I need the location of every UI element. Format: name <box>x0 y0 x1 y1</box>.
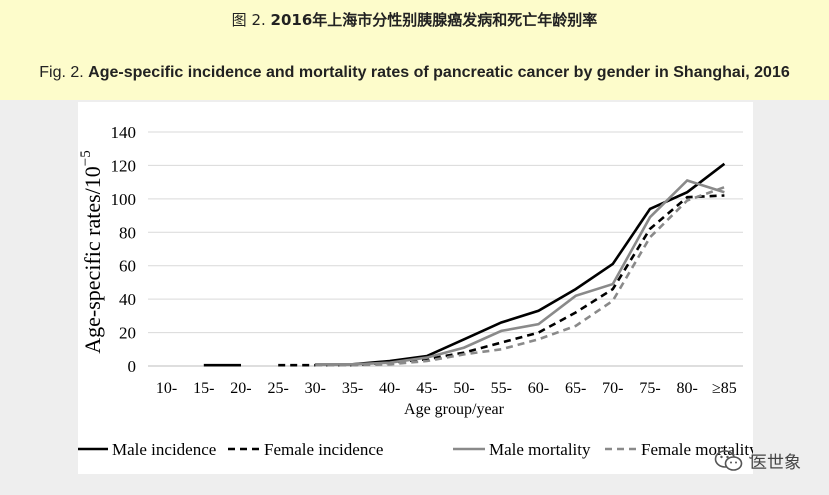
y-tick-label: 80 <box>119 223 136 242</box>
x-tick-label: 80- <box>677 380 698 397</box>
x-tick-label: 65- <box>565 380 586 397</box>
series-line-male-incidence <box>315 162 726 366</box>
y-tick-label: 140 <box>111 123 137 142</box>
en-figure-number: Fig. 2. <box>39 64 84 81</box>
y-axis-label: Age-specific rates/10−5 <box>78 150 105 354</box>
y-tick-label: 120 <box>111 156 137 175</box>
english-figure-title: Fig. 2. Age-specific incidence and morta… <box>0 64 829 82</box>
series-line-female-mortality <box>315 185 725 367</box>
legend-label-male-incidence: Male incidence <box>112 440 216 459</box>
x-tick-label: 70- <box>602 380 623 397</box>
x-tick-label: 55- <box>491 380 512 397</box>
series-line-female-incidence <box>278 194 725 367</box>
y-tick-label: 60 <box>119 257 136 276</box>
x-tick-label: 60- <box>528 380 549 397</box>
x-tick-label: 45- <box>416 380 437 397</box>
x-tick-labels: 10- 15- 20- 25- 30- 35- 40- 45- 50- 55- 60- 65- 70- 7… <box>156 380 737 397</box>
cn-title-text: 2016年上海市分性别胰腺癌发病和死亡年龄别率 <box>270 11 598 29</box>
y-tick-labels: 0 20 40 60 80 100 120 140 <box>111 123 137 376</box>
x-tick-label: 35- <box>342 380 363 397</box>
x-tick-label: 10- <box>156 380 177 397</box>
legend-label-female-mortality: Female mortality <box>641 440 753 459</box>
y-tick-label: 0 <box>128 357 137 376</box>
wechat-icon <box>714 449 743 471</box>
x-tick-label: 30- <box>305 380 326 397</box>
series-line-male-mortality <box>315 179 725 366</box>
x-tick-label: 75- <box>639 380 660 397</box>
y-tick-label: 100 <box>111 190 137 209</box>
y-tick-label: 40 <box>119 290 136 309</box>
x-tick-label: 20- <box>230 380 251 397</box>
x-axis-label: Age group/year <box>404 401 505 418</box>
y-tick-label: 20 <box>119 324 136 343</box>
x-tick-label: 40- <box>379 380 400 397</box>
legend-label-female-incidence: Female incidence <box>264 440 383 459</box>
y-axis-label-text: Age-specific rates/10 <box>80 166 105 354</box>
series-lines <box>203 162 726 367</box>
legend: Male incidence Female incidence Male morta… <box>76 440 758 459</box>
cn-figure-number: 图 2. <box>231 11 266 29</box>
x-tick-label: ≥85 <box>712 380 737 397</box>
en-title-text: Age-specific incidence and mortality rat… <box>88 64 790 81</box>
legend-label-male-mortality: Male mortality <box>489 440 591 459</box>
title-banner: 图 2. 2016年上海市分性别胰腺癌发病和死亡年龄别率 Fig. 2. Age… <box>0 0 829 100</box>
x-tick-label: 15- <box>193 380 214 397</box>
x-tick-label: 25- <box>267 380 288 397</box>
y-axis-label-exponent: −5 <box>78 150 94 166</box>
x-tick-label: 50- <box>453 380 474 397</box>
chart-card: 0 20 40 60 80 100 120 140 10- 15- 20- 25- 30- 35- 40-… <box>76 102 758 474</box>
watermark: 医世象 <box>714 448 801 473</box>
line-chart: 0 20 40 60 80 100 120 140 10- 15- 20- 25- 30- 35- 40-… <box>76 123 758 459</box>
chinese-figure-title: 图 2. 2016年上海市分性别胰腺癌发病和死亡年龄别率 <box>0 9 829 30</box>
watermark-text: 医世象 <box>750 453 801 473</box>
gridlines <box>148 131 743 367</box>
